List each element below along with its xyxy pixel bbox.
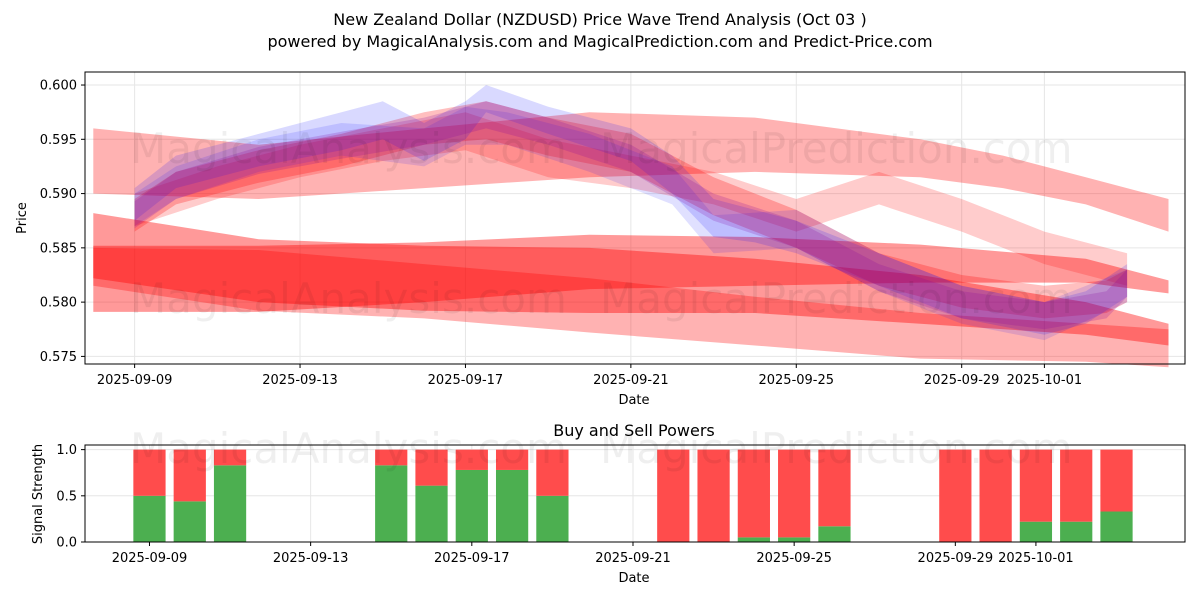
buy-bar <box>818 526 851 542</box>
price-grid <box>85 72 1185 364</box>
signal-bars <box>133 449 1133 542</box>
buy-bar <box>737 537 770 542</box>
price-y-tick-label: 0.580 <box>40 296 77 311</box>
sell-bar <box>536 449 569 496</box>
price-y-label: Price <box>15 202 30 234</box>
price-x-tick-label: 2025-09-25 <box>758 373 834 388</box>
watermark-analysis-bottom: MagicalAnalysis.com <box>130 424 567 473</box>
buy-bar <box>1060 521 1093 542</box>
sell-bar <box>697 449 730 542</box>
band-wave-red-2 <box>134 112 1128 286</box>
sell-bar <box>495 449 529 470</box>
sell-bar <box>455 449 488 470</box>
price-y-tick-label: 0.590 <box>40 187 77 202</box>
buy-bar <box>1100 511 1133 542</box>
price-axes: 2025-09-09 2025-09-13 2025-09-17 2025-09-21… <box>40 79 1082 388</box>
band-wave-red-1 <box>134 101 1128 319</box>
price-bands <box>93 85 1169 368</box>
signal-x-tick-label: 2025-09-17 <box>434 551 510 566</box>
watermark-prediction-mid: MagicalPrediction.com <box>600 274 1073 323</box>
signal-y-tick-label: 1.0 <box>56 443 77 458</box>
band-wave-purple <box>134 101 1128 330</box>
sell-bar <box>213 449 247 466</box>
signal-x-tick-label: 2025-09-25 <box>756 551 832 566</box>
price-x-tick-label: 2025-09-17 <box>428 373 504 388</box>
buy-bar <box>495 469 529 542</box>
price-y-tick-label: 0.575 <box>40 350 77 365</box>
buy-bar <box>778 537 811 542</box>
price-y-tick-label: 0.595 <box>40 133 77 148</box>
sell-bar <box>939 449 972 542</box>
sell-bar <box>737 449 770 538</box>
price-x-tick-label: 2025-09-13 <box>262 373 338 388</box>
buy-bar <box>213 465 247 542</box>
signal-panel: Buy and Sell Powers MagicalAnalysis.com … <box>31 421 1186 586</box>
watermark-prediction-bottom: MagicalPrediction.com <box>600 424 1073 473</box>
price-y-tick-label: 0.600 <box>40 79 77 94</box>
sell-bar <box>778 449 811 538</box>
sell-bar <box>375 449 408 466</box>
sell-bar <box>818 449 851 527</box>
price-x-label: Date <box>618 393 649 408</box>
buy-bar <box>536 495 569 542</box>
chart-title: New Zealand Dollar (NZDUSD) Price Wave T… <box>333 10 866 29</box>
sell-bar <box>1019 449 1053 522</box>
price-x-tick-label: 2025-09-29 <box>924 373 1000 388</box>
signal-x-tick-label: 2025-09-13 <box>273 551 349 566</box>
price-panel: MagicalAnalysis.com MagicalPrediction.co… <box>15 71 1186 408</box>
chart-subtitle: powered by MagicalAnalysis.com and Magic… <box>267 32 932 51</box>
watermark-analysis-mid: MagicalAnalysis.com <box>130 274 567 323</box>
price-plot-frame <box>84 71 1186 365</box>
buy-bar <box>133 495 166 542</box>
signal-axes: 2025-09-09 2025-09-13 2025-09-17 2025-09-21… <box>56 443 1073 566</box>
watermark-prediction-top: MagicalPrediction.com <box>600 124 1073 173</box>
buy-bar <box>375 465 408 542</box>
band-long-lower-band-2 <box>93 234 1169 312</box>
signal-title: Buy and Sell Powers <box>553 421 715 440</box>
sell-bar <box>1060 449 1093 522</box>
sell-bar <box>657 449 690 542</box>
signal-x-tick-label: 2025-09-29 <box>918 551 994 566</box>
watermark-analysis-top: MagicalAnalysis.com <box>130 124 567 173</box>
price-x-tick-label: 2025-09-21 <box>593 373 669 388</box>
sell-bar <box>415 449 448 486</box>
band-wave-blue-2 <box>134 106 1128 341</box>
band-long-upper-band <box>93 112 1169 232</box>
price-x-tick-label: 2025-10-01 <box>1007 373 1083 388</box>
buy-bar <box>455 469 488 542</box>
buy-bar <box>415 485 448 542</box>
signal-x-tick-label: 2025-10-01 <box>998 551 1074 566</box>
sell-bar <box>1100 449 1133 512</box>
band-long-lower-band-3 <box>93 247 1169 368</box>
signal-plot-frame <box>84 444 1186 543</box>
signal-x-tick-label: 2025-09-21 <box>595 551 671 566</box>
sell-bar <box>133 449 166 496</box>
signal-x-tick-label: 2025-09-09 <box>112 551 188 566</box>
signal-y-label: Signal Strength <box>31 444 46 544</box>
signal-y-tick-label: 0.5 <box>56 489 77 504</box>
buy-bar <box>1019 521 1053 542</box>
buy-bar <box>173 501 206 542</box>
band-wave-blue-1 <box>134 85 1128 335</box>
signal-x-label: Date <box>618 571 649 586</box>
signal-y-tick-label: 0.0 <box>56 536 77 551</box>
price-x-tick-label: 2025-09-09 <box>97 373 173 388</box>
band-long-lower-band-1 <box>93 213 1169 346</box>
sell-bar <box>173 449 206 502</box>
price-y-tick-label: 0.585 <box>40 241 77 256</box>
sell-bar <box>979 449 1012 542</box>
